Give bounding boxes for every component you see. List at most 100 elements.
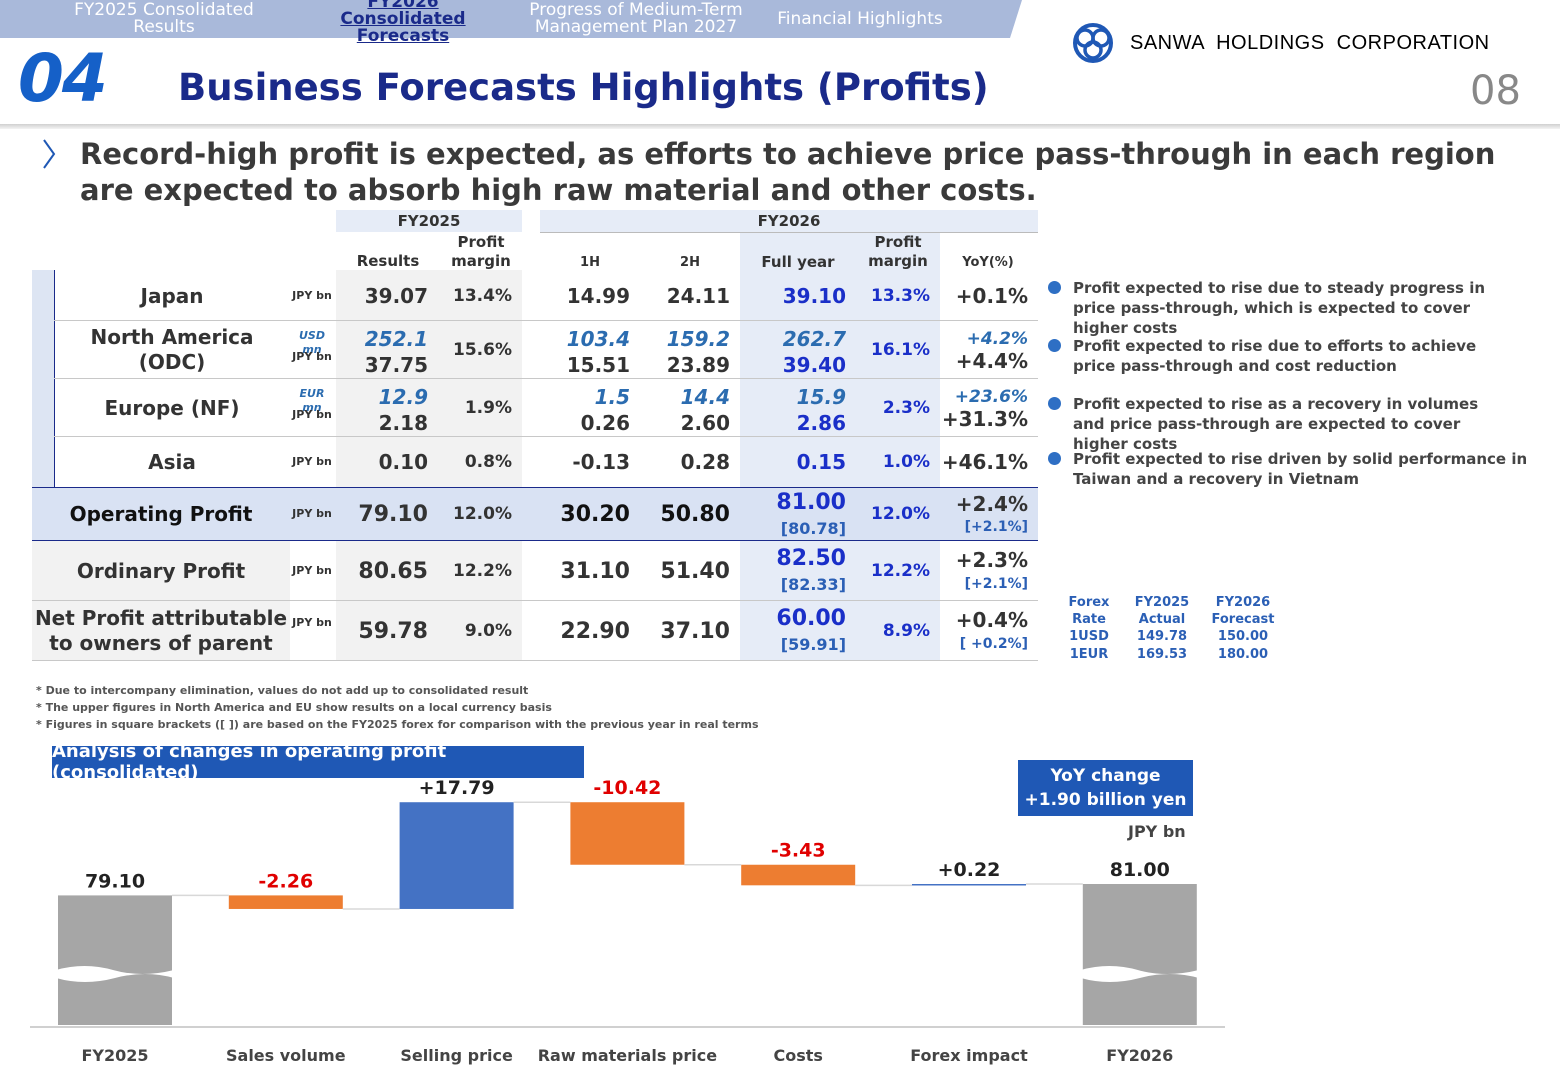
value-results-local: 252.1: [364, 327, 428, 351]
col-header-margin2: Profit margin: [868, 233, 928, 270]
chart-unit-label: JPY bn: [1128, 822, 1186, 841]
nav-tab-bar: FY2025 Consolidated Results FY2026 Conso…: [0, 0, 1022, 44]
value-margin2: 13.3%: [871, 286, 930, 306]
value-yoy: +46.1%: [941, 450, 1028, 474]
page-title: Business Forecasts Highlights (Profits): [178, 66, 989, 109]
value-full-year-local: 262.7: [782, 327, 846, 351]
col-header-2h: 2H: [680, 254, 700, 270]
value-full-year: 2.86: [796, 411, 846, 435]
unit-label: JPY bn: [292, 564, 332, 577]
value-margin2: 8.9%: [882, 621, 930, 641]
header-divider-line: [540, 232, 1038, 233]
col-header-full-year: Full year: [761, 253, 835, 271]
value-1h: 14.99: [566, 284, 630, 308]
row-divider: [54, 378, 1038, 379]
row-label-asia: Asia: [148, 449, 196, 474]
forex-header-rate: Forex Rate: [1068, 595, 1110, 627]
segment-bracket-band: [32, 270, 54, 488]
value-results: 79.10: [358, 501, 428, 527]
value-yoy-local: +23.6%: [954, 387, 1028, 407]
value-margin: 15.6%: [453, 340, 512, 360]
row-divider: [54, 436, 1038, 437]
value-full-year-local: 15.9: [796, 385, 846, 409]
unit-label-local: EUR mn: [299, 387, 325, 414]
value-results: 37.75: [364, 353, 428, 377]
row-label-net-profit: Net Profit attributable to owners of par…: [34, 606, 288, 655]
value-yoy: +2.4%: [955, 492, 1028, 516]
axis-break-icon: [1080, 966, 1199, 982]
forex-forecast-usd: 150.00: [1217, 629, 1269, 644]
row-divider: [32, 540, 1038, 541]
bullet-dot-icon: [1048, 397, 1061, 410]
forex-currency-usd: 1USD: [1069, 629, 1109, 644]
value-full-year: 82.50: [776, 545, 846, 571]
value-margin: 9.0%: [464, 621, 512, 641]
category-label: Raw materials price: [538, 1046, 718, 1065]
value-1h: 22.90: [560, 618, 630, 644]
value-results: 0.10: [378, 450, 428, 474]
value-yoy-local: +4.2%: [966, 329, 1028, 349]
value-margin2: 1.0%: [882, 452, 930, 472]
value-1h: 30.20: [560, 501, 630, 527]
comment-europe: Profit expected to rise as a recovery in…: [1073, 395, 1479, 453]
data-label: 79.10: [85, 870, 145, 892]
chevron-right-icon: [43, 139, 56, 169]
value-margin2: 12.0%: [871, 504, 930, 524]
tab-financial-highlights[interactable]: Financial Highlights: [770, 0, 950, 38]
yoy-change-line1: YoY change: [1050, 766, 1161, 786]
group-header-fy2026: FY2026: [757, 212, 821, 230]
comment-japan: Profit expected to rise due to steady pr…: [1073, 279, 1486, 337]
waterfall-bar: [58, 895, 172, 1025]
row-divider: [32, 660, 1038, 661]
forex-header-actual: FY2025 Actual: [1134, 595, 1190, 627]
unit-label-local: USD mn: [299, 329, 325, 356]
data-label: -2.26: [258, 870, 313, 892]
chart-title: Analysis of changes in operating profit …: [52, 741, 584, 783]
value-full-year-real: [82.33]: [780, 574, 846, 594]
forex-actual-usd: 149.78: [1136, 629, 1188, 644]
header-divider: [0, 124, 1560, 129]
forex-currency-eur: 1EUR: [1069, 647, 1109, 662]
unit-label: JPY bn: [292, 408, 332, 421]
value-margin: 12.2%: [453, 561, 512, 581]
tab-fy2025-results[interactable]: FY2025 Consolidated Results: [62, 0, 266, 38]
value-yoy: +4.4%: [955, 349, 1028, 373]
lead-message: Record-high profit is expected, as effor…: [80, 137, 1496, 207]
row-divider: [32, 600, 1038, 601]
data-label: -3.43: [771, 840, 826, 862]
value-2h-local: 159.2: [666, 327, 730, 351]
value-results: 80.65: [358, 558, 428, 584]
waterfall-bar: [741, 864, 856, 886]
axis-break-icon: [56, 966, 174, 982]
data-label: 81.00: [1110, 859, 1170, 881]
col-header-margin: Profit margin: [451, 233, 511, 270]
value-full-year-real: [59.91]: [780, 634, 846, 654]
waterfall-bar: [1082, 884, 1197, 1025]
value-1h: 31.10: [560, 558, 630, 584]
value-results-local: 12.9: [378, 385, 428, 409]
value-2h-local: 14.4: [680, 385, 730, 409]
comment-asia: Profit expected to rise driven by solid …: [1073, 450, 1528, 488]
segment-bracket-line: [54, 270, 55, 488]
footnote: * Due to intercompany elimination, value…: [36, 684, 529, 697]
unit-label: JPY bn: [292, 616, 332, 629]
bullet-dot-icon: [1048, 452, 1061, 465]
category-label: FY2026: [1106, 1046, 1173, 1065]
forex-header-forecast: FY2026 Forecast: [1211, 595, 1275, 627]
value-margin: 12.0%: [453, 504, 512, 524]
tab-fy2026-forecasts[interactable]: FY2026 Consolidated Forecasts: [302, 0, 504, 44]
value-full-year-real: [80.78]: [780, 518, 846, 538]
value-2h: 23.89: [666, 353, 730, 377]
tab-medium-term-plan[interactable]: Progress of Medium-Term Management Plan …: [514, 0, 758, 38]
yoy-change-box: YoY change +1.90 billion yen: [1018, 760, 1193, 816]
value-margin2: 2.3%: [882, 398, 930, 418]
waterfall-bar: [912, 884, 1026, 886]
waterfall-bar: [570, 802, 685, 865]
value-1h-local: 103.4: [566, 327, 630, 351]
tab-label: Financial Highlights: [777, 8, 943, 29]
forex-actual-eur: 169.53: [1136, 647, 1188, 662]
value-2h: 24.11: [666, 284, 730, 308]
tab-bar-background: [0, 0, 1022, 38]
company-logo-icon: [1073, 23, 1113, 63]
value-1h-local: 1.5: [594, 385, 630, 409]
